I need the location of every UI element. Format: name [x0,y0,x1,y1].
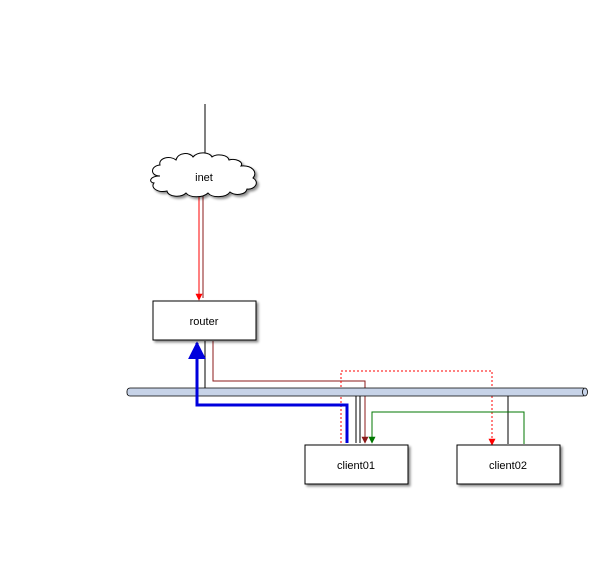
inet-node: inet [150,152,257,198]
inet-label: inet [195,172,213,184]
ethernet-bus [126,387,588,397]
client01-label: client01 [337,460,375,472]
link-client01-client02-dotted [340,370,496,446]
link-inet-router [195,196,204,301]
link-client01-router-blue [188,341,349,443]
client01-node: client01 [304,444,409,485]
cloud-icon [150,152,257,198]
link-client02-client01-green [368,411,525,444]
client02-node: client02 [456,444,561,485]
client02-label: client02 [489,460,527,472]
router-node: router [152,300,257,341]
router-label: router [190,316,219,328]
